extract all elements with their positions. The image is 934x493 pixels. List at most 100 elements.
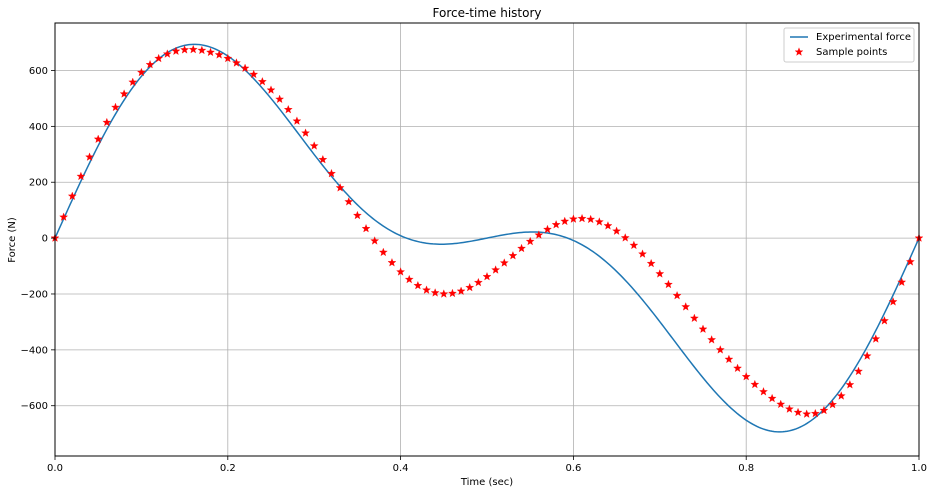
chart-title: Force-time history	[433, 6, 542, 20]
sample-point	[854, 366, 863, 376]
sample-point	[845, 380, 855, 389]
sample-point	[793, 407, 803, 417]
y-tick-label: 600	[29, 66, 48, 77]
sample-point	[785, 404, 794, 413]
sample-point	[525, 236, 535, 246]
y-axis-label: Force (N)	[7, 217, 18, 263]
sample-point	[370, 236, 380, 245]
sample-point	[465, 282, 475, 292]
sample-point	[888, 297, 898, 306]
ticks: 0.0 0.2 0.4 0.6 0.8 1.0 −600 −400 −200 0 200 400 600	[21, 66, 927, 474]
sample-point	[646, 258, 656, 268]
sample-point	[871, 334, 881, 343]
sample-point	[223, 53, 233, 63]
sample-point	[353, 210, 362, 220]
sample-point	[802, 409, 812, 418]
sample-point	[439, 289, 449, 298]
sample-point	[543, 224, 552, 234]
sample-point	[551, 220, 561, 229]
sample-point	[327, 168, 336, 178]
sample-point	[180, 45, 189, 54]
sample-point	[698, 324, 708, 333]
sample-point	[577, 213, 587, 223]
sample-point	[266, 85, 276, 94]
sample-point	[603, 221, 613, 230]
sample-point	[750, 379, 760, 389]
legend-label-experimental-force: Experimental force	[816, 32, 911, 43]
sample-point	[111, 102, 120, 112]
sample-point	[534, 230, 544, 239]
sample-point	[655, 269, 665, 278]
y-tick-label: −200	[21, 289, 48, 300]
sample-point	[508, 251, 518, 260]
sample-point	[776, 399, 786, 409]
sample-point	[387, 258, 397, 267]
sample-point	[154, 53, 164, 63]
sample-point	[819, 405, 829, 415]
sample-point	[810, 408, 820, 418]
x-axis-label: Time (sec)	[460, 477, 513, 488]
sample-point	[309, 141, 319, 150]
sample-point	[456, 286, 466, 295]
sample-point	[378, 247, 388, 257]
sample-point	[344, 197, 354, 206]
y-tick-label: 400	[29, 122, 48, 133]
sample-point	[257, 77, 267, 86]
sample-point	[318, 154, 328, 164]
legend-star-swatch	[794, 47, 804, 56]
sample-point	[85, 152, 94, 161]
sample-point	[249, 69, 259, 79]
sample-point	[301, 128, 310, 137]
sample-point	[482, 272, 492, 281]
sample-point	[128, 77, 138, 86]
sample-point	[396, 267, 405, 276]
sample-point	[206, 47, 215, 57]
sample-point	[197, 45, 207, 55]
plot-frame	[54, 22, 920, 457]
y-tick-label: 0	[42, 234, 48, 245]
sample-point	[707, 335, 717, 344]
sample-point	[828, 399, 837, 409]
sample-point	[681, 302, 691, 311]
sample-point	[638, 249, 647, 258]
sample-point	[862, 351, 872, 360]
sample-point	[283, 104, 293, 114]
sample-point	[119, 89, 129, 98]
sample-point	[715, 345, 725, 354]
sample-point	[586, 214, 596, 224]
sample-point	[880, 316, 889, 325]
sample-point	[145, 59, 155, 69]
sample-point	[67, 191, 77, 200]
sample-point	[767, 393, 777, 403]
sample-point	[759, 387, 768, 396]
sample-point	[517, 243, 526, 253]
sample-point	[76, 171, 86, 181]
sample-point	[171, 46, 181, 55]
sample-point	[569, 214, 578, 223]
x-tick-label: 0.0	[47, 463, 63, 474]
sample-point	[275, 94, 285, 104]
sample-point	[620, 233, 630, 242]
sample-point	[422, 285, 431, 294]
x-tick-label: 0.8	[738, 463, 754, 474]
sample-point	[430, 288, 440, 297]
sample-point	[629, 240, 639, 250]
sample-point	[689, 313, 699, 323]
sample-point	[594, 217, 604, 226]
sample-point	[741, 372, 751, 381]
sample-point	[724, 354, 734, 364]
sample-point	[335, 183, 345, 192]
sample-point	[612, 226, 621, 235]
legend-box	[783, 27, 915, 63]
legend: Experimental force Sample points	[783, 27, 915, 63]
sample-point	[491, 265, 501, 274]
sample-point	[897, 277, 907, 286]
sample-point	[240, 63, 250, 72]
sample-point	[905, 257, 915, 266]
y-tick-label: 200	[29, 178, 48, 189]
sample-point	[93, 134, 103, 143]
sample-point	[448, 288, 457, 298]
sample-point	[733, 363, 742, 373]
